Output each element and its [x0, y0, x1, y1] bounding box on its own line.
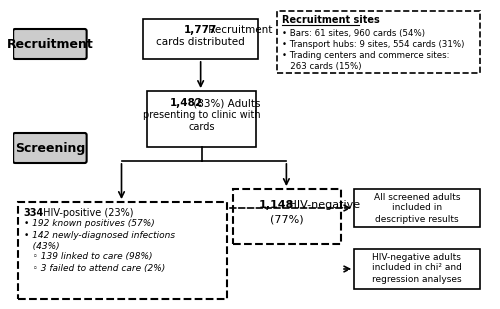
- Text: cards: cards: [188, 122, 215, 132]
- Text: • Transport hubs: 9 sites, 554 cards (31%): • Transport hubs: 9 sites, 554 cards (31…: [282, 40, 464, 49]
- Text: (83%) Adults: (83%) Adults: [190, 98, 261, 108]
- FancyBboxPatch shape: [232, 189, 341, 244]
- Text: HIV-positive (23%): HIV-positive (23%): [40, 208, 133, 218]
- Text: 334: 334: [24, 208, 44, 218]
- Text: presenting to clinic with: presenting to clinic with: [143, 110, 260, 120]
- Text: 1,482: 1,482: [170, 98, 202, 108]
- Text: HIV-negative: HIV-negative: [285, 200, 360, 210]
- Text: Recruitment: Recruitment: [6, 37, 94, 50]
- Text: cards distributed: cards distributed: [156, 37, 245, 47]
- Text: (43%): (43%): [24, 242, 59, 251]
- FancyBboxPatch shape: [354, 249, 480, 289]
- Text: ◦ 3 failed to attend care (2%): ◦ 3 failed to attend care (2%): [24, 264, 165, 273]
- Text: included in: included in: [392, 204, 442, 213]
- Text: descriptive results: descriptive results: [375, 214, 458, 223]
- Text: HIV-negative adults: HIV-negative adults: [372, 252, 462, 261]
- Text: All screened adults: All screened adults: [374, 193, 460, 201]
- FancyBboxPatch shape: [18, 202, 227, 299]
- Text: • 142 newly-diagnosed infections: • 142 newly-diagnosed infections: [24, 231, 174, 239]
- FancyBboxPatch shape: [354, 189, 480, 227]
- Text: included in chi² and: included in chi² and: [372, 264, 462, 273]
- Text: ◦ 139 linked to care (98%): ◦ 139 linked to care (98%): [24, 252, 152, 261]
- FancyBboxPatch shape: [147, 91, 256, 147]
- FancyBboxPatch shape: [277, 11, 480, 73]
- FancyBboxPatch shape: [13, 133, 86, 163]
- Text: 1,777: 1,777: [184, 25, 217, 35]
- FancyBboxPatch shape: [13, 29, 86, 59]
- Text: regression analyses: regression analyses: [372, 274, 462, 283]
- Text: Recruitment: Recruitment: [206, 25, 272, 35]
- Text: 263 cards (15%): 263 cards (15%): [282, 61, 361, 70]
- Text: • 192 known positives (57%): • 192 known positives (57%): [24, 219, 154, 228]
- Text: Recruitment sites: Recruitment sites: [282, 15, 380, 25]
- Text: (77%): (77%): [270, 214, 304, 224]
- Text: Screening: Screening: [15, 142, 85, 154]
- Text: • Trading centers and commerce sites:: • Trading centers and commerce sites:: [282, 50, 449, 60]
- FancyBboxPatch shape: [143, 19, 258, 59]
- Text: 1,148: 1,148: [258, 200, 294, 210]
- Text: • Bars: 61 sites, 960 cards (54%): • Bars: 61 sites, 960 cards (54%): [282, 28, 424, 37]
